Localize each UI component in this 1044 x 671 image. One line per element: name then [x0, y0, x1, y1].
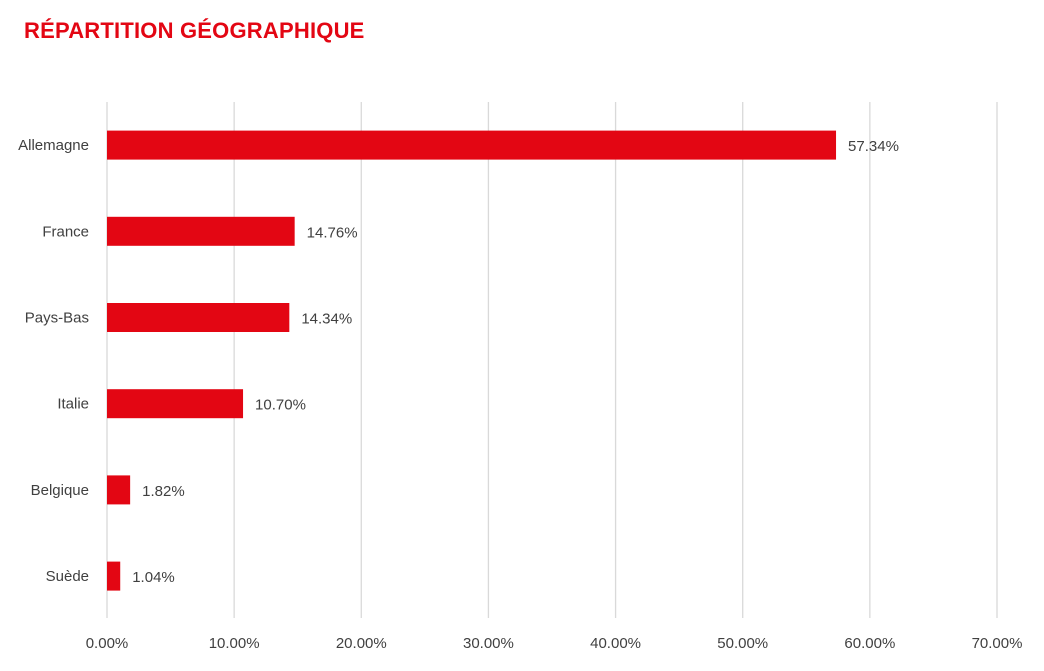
x-tick-label: 20.00% — [336, 635, 387, 652]
data-label: 14.76% — [307, 224, 358, 241]
category-label: Allemagne — [18, 137, 89, 154]
x-tick-label: 40.00% — [590, 635, 641, 652]
bar-italie — [107, 389, 244, 419]
x-tick-label: 10.00% — [209, 635, 260, 652]
category-label: Belgique — [31, 482, 89, 499]
data-label: 14.34% — [301, 311, 352, 328]
data-label: 1.04% — [132, 569, 175, 586]
bar-allemagne — [107, 130, 837, 160]
labels: 0.00% 10.00% 20.00% 30.00% 40.00% 50.00% 60.00… — [18, 137, 1022, 652]
category-label: Italie — [57, 396, 89, 413]
x-tick-label: 0.00% — [86, 635, 129, 652]
category-label: Suède — [46, 568, 89, 585]
x-tick-label: 30.00% — [463, 635, 514, 652]
bar-belgique — [107, 475, 131, 505]
bar-su-de — [107, 561, 121, 591]
data-label: 57.34% — [848, 138, 899, 155]
x-tick-label: 60.00% — [844, 635, 895, 652]
data-label: 10.70% — [255, 397, 306, 414]
category-label: Pays-Bas — [25, 310, 89, 327]
x-tick-label: 70.00% — [972, 635, 1023, 652]
gridlines — [106, 102, 998, 618]
bar-france — [107, 216, 295, 246]
data-label: 1.82% — [142, 483, 185, 500]
bars — [107, 130, 837, 591]
bar-pays-bas — [107, 303, 290, 332]
chart-title: RÉPARTITION GÉOGRAPHIQUE — [24, 18, 365, 43]
category-label: France — [42, 223, 89, 240]
x-tick-label: 50.00% — [717, 635, 768, 652]
